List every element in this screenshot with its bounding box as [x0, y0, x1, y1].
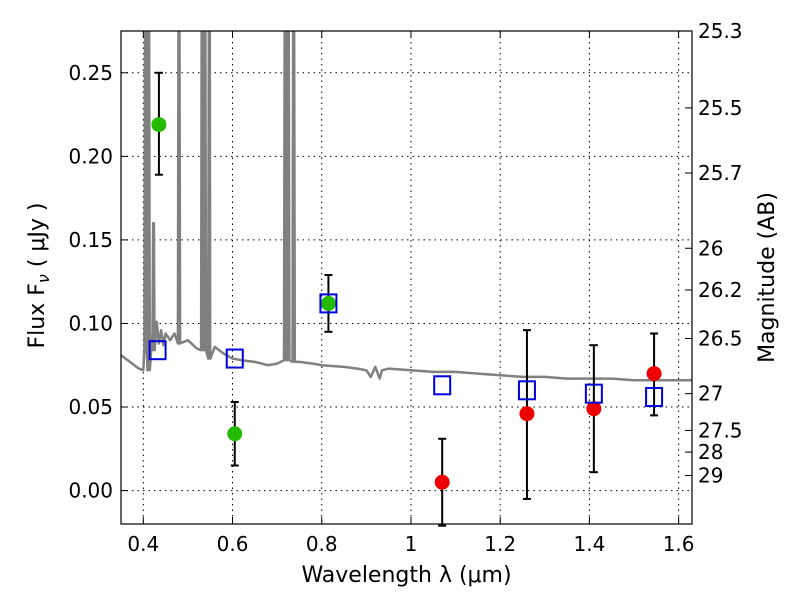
model-point	[517, 380, 536, 401]
data-point	[586, 401, 602, 417]
x-tick-label: 0.4	[127, 532, 159, 556]
model-point	[319, 293, 338, 314]
y2-tick-label: 28	[698, 440, 723, 464]
x-tick-label: 0.8	[306, 532, 338, 556]
y2-tick-label: 26.5	[698, 326, 743, 350]
y-axis-label-sub: ν	[34, 274, 53, 283]
plot-frame	[120, 30, 693, 525]
y-tick-label: 0.15	[68, 228, 113, 252]
data-point	[151, 117, 167, 133]
data-point	[519, 406, 535, 422]
photometry-points	[148, 71, 664, 527]
y-axis-label: Flux Fν ( μJy )	[25, 203, 53, 349]
x-tick-label: 1.2	[484, 532, 516, 556]
y2-tick-label: 25.7	[698, 161, 743, 185]
y2-tick-label: 25.5	[698, 96, 743, 120]
y2-tick-label: 27	[698, 382, 723, 406]
y-tick-label: 0.00	[68, 479, 113, 503]
model-spectrum	[121, 31, 692, 382]
y-axis-label-unit: ( μJy )	[25, 203, 50, 275]
y2-tick-label: 27.5	[698, 418, 743, 442]
x-tick-label: 1.6	[663, 532, 695, 556]
x-tick-label: 1.4	[573, 532, 605, 556]
data-point	[434, 474, 450, 490]
y2-axis-label: Magnitude (AB)	[755, 192, 780, 363]
model-spectrum-line	[121, 31, 692, 382]
model-point	[433, 375, 452, 396]
data-point	[227, 426, 243, 442]
y2-tick-label: 25.3	[698, 19, 743, 43]
model-point	[645, 386, 664, 407]
y-tick-label: 0.05	[68, 395, 113, 419]
y2-tick-label: 29	[698, 464, 723, 488]
x-tick-label: 1	[405, 532, 418, 556]
data-point	[646, 366, 662, 382]
y2-tick-label: 26	[698, 236, 723, 260]
x-axis-label: Wavelength λ (μm)	[301, 563, 511, 588]
y-tick-label: 0.20	[68, 144, 113, 168]
y-tick-label: 0.25	[68, 61, 113, 85]
axis-ticks: 0.4 0.6 0.8 1 1.2 1.4 1.6 0.00 0.05 0.10 0.15 0.20 0…	[68, 19, 742, 556]
model-point	[148, 340, 167, 361]
y-axis-label-main: Flux F	[25, 283, 50, 348]
y2-tick-label: 26.2	[698, 278, 743, 302]
model-point	[584, 383, 603, 404]
y-tick-label: 0.10	[68, 311, 113, 335]
data-point	[320, 295, 336, 311]
x-tick-label: 0.6	[217, 532, 249, 556]
model-point	[225, 348, 244, 369]
